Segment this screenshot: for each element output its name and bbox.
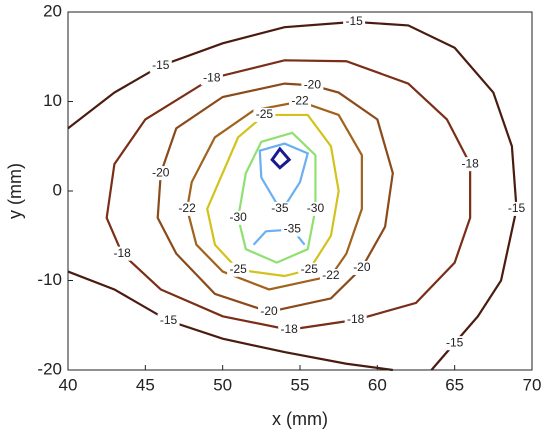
contour-line [237,131,317,264]
contour-label: -25 [229,262,247,276]
contour-label: -30 [229,210,247,224]
contour-label: -30 [307,201,325,215]
x-tick-label: 45 [136,375,155,394]
contour-label-bg [443,336,466,351]
contour-label-bg [350,260,373,275]
contour-label-bg [459,157,482,172]
contour-label: -15 [446,335,464,349]
x-tick-label: 50 [213,375,232,394]
contour-label: -20 [304,78,322,92]
contour-label-bg [298,262,321,277]
contour-label: -18 [113,246,131,260]
y-axis-label: y (mm) [5,163,25,219]
contour-label-bg [253,107,276,122]
contour-label-bg [157,313,180,328]
contour-label-bg [149,58,172,73]
x-tick-label: 65 [445,375,464,394]
contour-label: -18 [281,322,299,336]
contour-label-bg [200,71,223,86]
contour-label-bg [149,166,172,181]
y-tick-label: -10 [37,270,62,289]
contour-label-bg [278,322,301,337]
contour-label-bg [176,201,199,216]
contour-label-bg [343,14,366,29]
contour-label-bg [289,94,311,109]
contour-label: -15 [345,14,363,28]
contour-line [156,82,394,313]
contour-label: -18 [203,70,221,84]
y-tick-label: 20 [43,1,62,20]
contour-label-bg [111,246,134,261]
contour-label: -20 [260,304,278,318]
plot-frame [67,11,533,371]
contour-label: -22 [322,268,340,282]
contour-label: -22 [178,201,196,215]
contour-line [270,146,292,170]
contour-label: -15 [508,201,526,215]
y-tick-label: 0 [53,180,62,199]
y-tick-label: 10 [43,91,62,110]
contour-line [252,228,306,246]
contour-label: -18 [461,156,479,170]
contour-label: -15 [160,313,178,327]
contour-label-bg [301,78,324,93]
contour-label-bg [258,304,281,319]
contour-label-bg [227,262,250,277]
x-tick-label: 40 [59,375,78,394]
contour-label-bg [304,201,327,216]
contour-label: -25 [301,262,319,276]
contour-line [67,20,518,371]
contour-label-bg [505,201,528,216]
contour-label: -15 [152,58,170,72]
contour-line [105,59,472,331]
contour-label: -22 [291,94,309,108]
x-axis-label: x (mm) [272,409,328,429]
x-tick-label: 70 [523,375,542,394]
contour-label-bg [227,210,250,225]
contour-label: -35 [284,222,302,236]
plot-area [68,12,532,370]
contour-label: -35 [271,201,289,215]
contour-label-bg [281,222,304,237]
contour-label-bg [344,312,367,327]
contour-line [67,270,393,372]
contour-label-bg [268,201,291,216]
contour-label: -25 [256,107,274,121]
y-tick-label: -20 [37,359,62,378]
contour-label: -20 [152,165,170,179]
contour-label: -20 [353,260,371,274]
contour-label: -18 [347,312,365,326]
contour-label-bg [319,269,342,284]
x-tick-label: 55 [291,375,310,394]
x-tick-label: 60 [368,375,387,394]
